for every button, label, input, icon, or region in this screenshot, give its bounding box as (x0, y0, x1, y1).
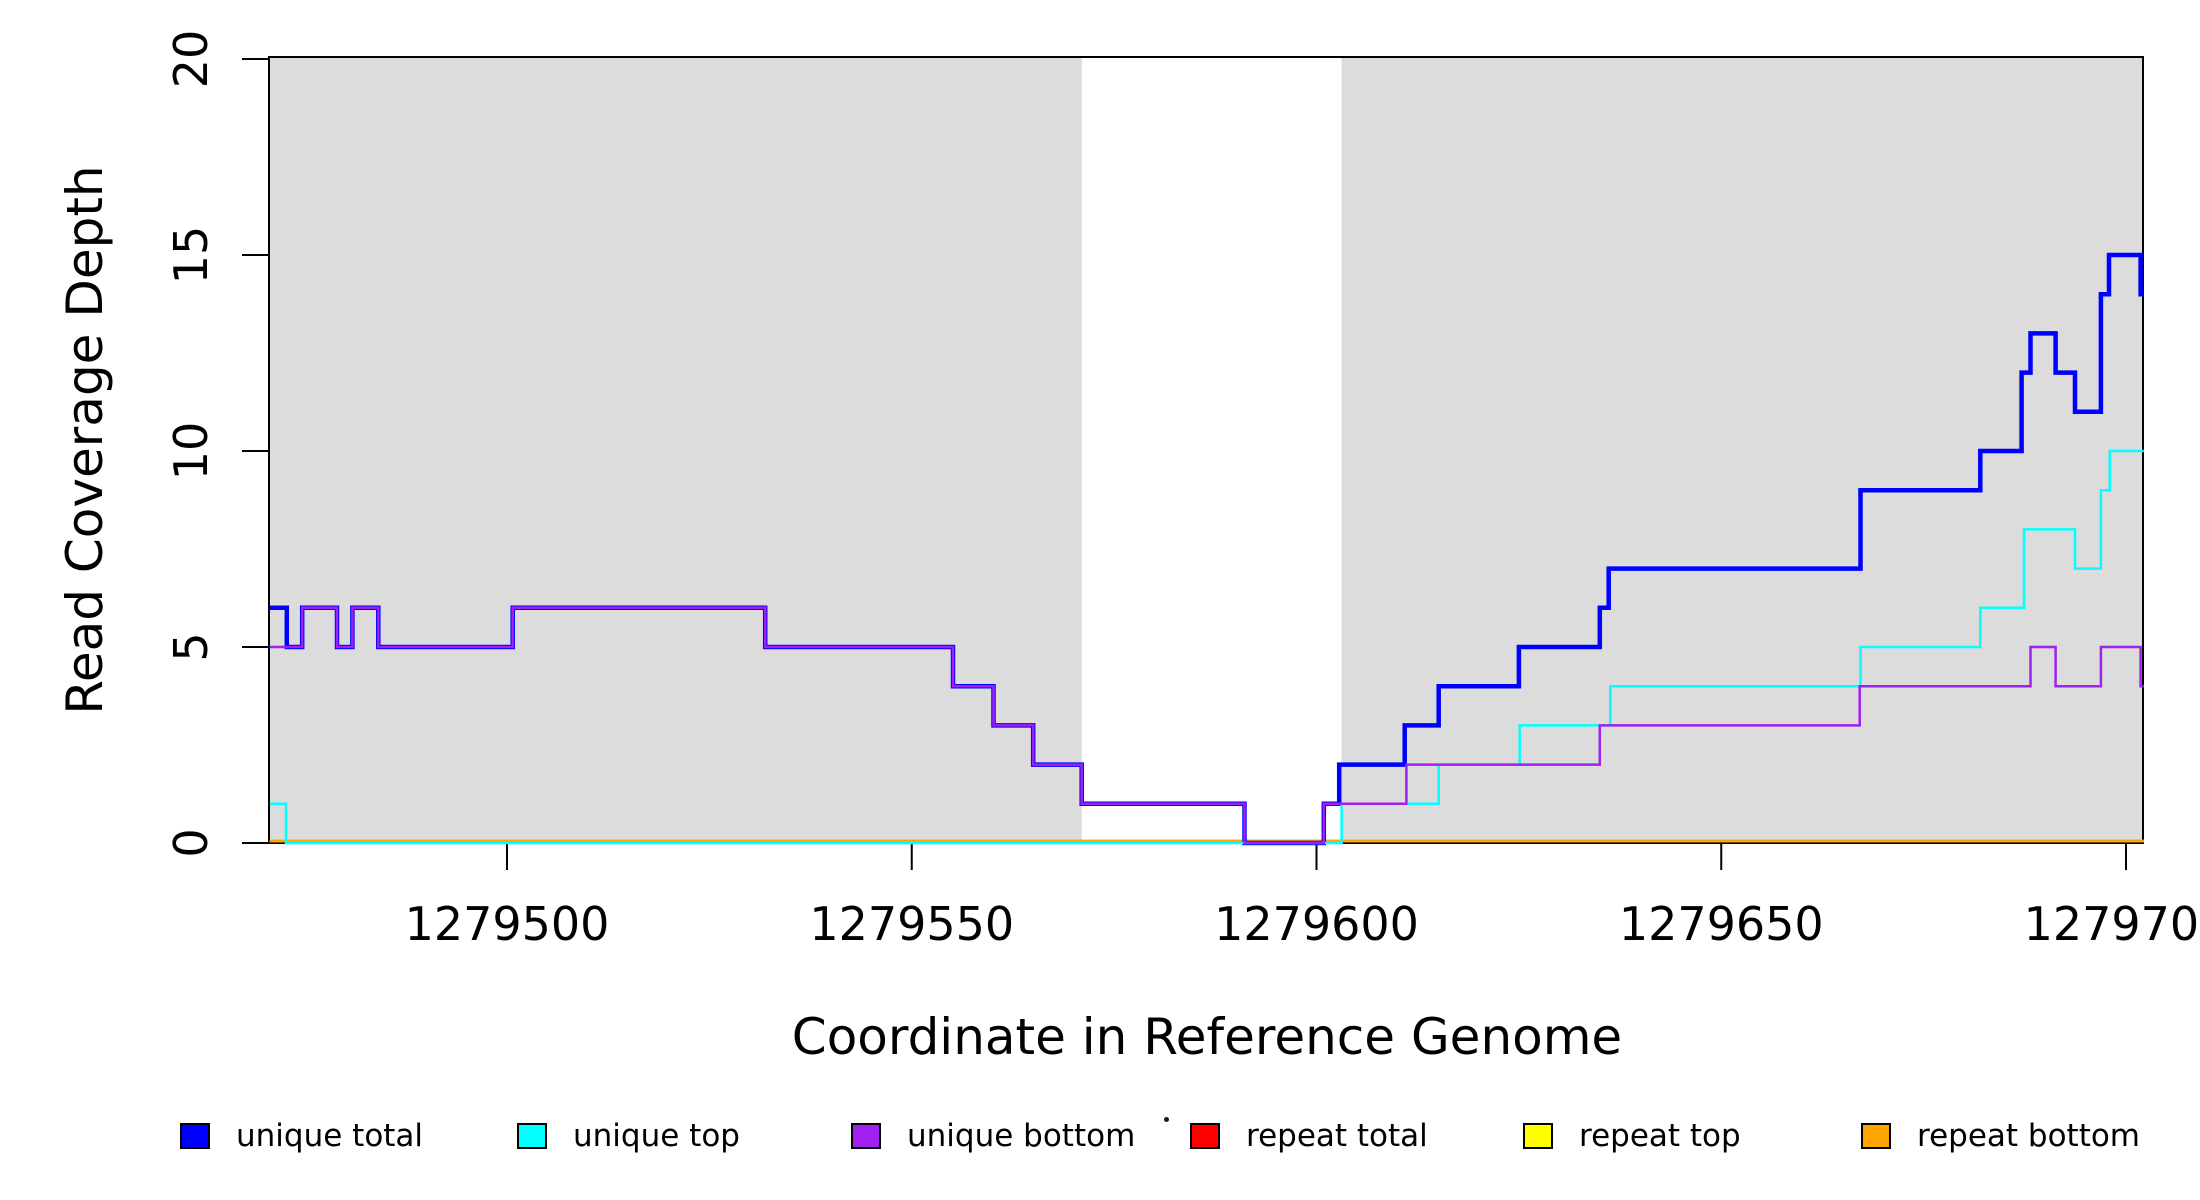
x-axis-title: Coordinate in Reference Genome (791, 1008, 1623, 1066)
legend: unique total unique top unique bottom re… (0, 1113, 2200, 1159)
x-tick-label: 1279550 (809, 897, 1014, 951)
series-unique-bottom-line (269, 606, 2144, 845)
stray-dot-artifact (1164, 1117, 1169, 1122)
x-tick-label: 1279650 (1619, 897, 1824, 951)
y-tick-label: 5 (164, 632, 218, 661)
legend-item-unique-bottom: unique bottom (851, 1113, 1135, 1159)
y-tick-label: 20 (164, 30, 218, 89)
legend-item-repeat-bottom: repeat bottom (1861, 1113, 2140, 1159)
x-tick-label: 1279600 (1214, 897, 1419, 951)
unique-bottom-swatch-icon (851, 1123, 881, 1149)
x-tick-label: 1279500 (405, 897, 610, 951)
repeat-top-swatch-icon (1523, 1123, 1553, 1149)
legend-item-repeat-top: repeat top (1523, 1113, 1741, 1159)
y-tick-label: 15 (164, 226, 218, 285)
legend-label: unique top (573, 1118, 740, 1154)
series-unique-top-line (269, 449, 2144, 845)
legend-item-repeat-total: repeat total (1190, 1113, 1428, 1159)
alignable-region-shading (269, 58, 1082, 842)
legend-label: unique total (236, 1118, 424, 1154)
y-axis: 0 5 10 15 20 (164, 30, 269, 858)
legend-label: repeat total (1246, 1118, 1428, 1154)
y-tick-label: 10 (164, 422, 218, 481)
legend-label: repeat top (1579, 1118, 1741, 1154)
repeat-bottom-swatch-icon (1861, 1123, 1891, 1149)
unique-top-swatch-icon (517, 1123, 547, 1149)
unique-total-swatch-icon (180, 1123, 210, 1149)
legend-item-unique-top: unique top (517, 1113, 740, 1159)
y-tick-label: 0 (164, 828, 218, 857)
alignable-region-bands (269, 58, 2144, 842)
coverage-series (269, 252, 2144, 846)
legend-label: unique bottom (907, 1118, 1136, 1154)
legend-item-unique-total: unique total (180, 1113, 423, 1159)
y-axis-title: Read Coverage Depth (56, 165, 114, 715)
repeat-total-swatch-icon (1190, 1123, 1220, 1149)
legend-label: repeat bottom (1917, 1118, 2141, 1154)
